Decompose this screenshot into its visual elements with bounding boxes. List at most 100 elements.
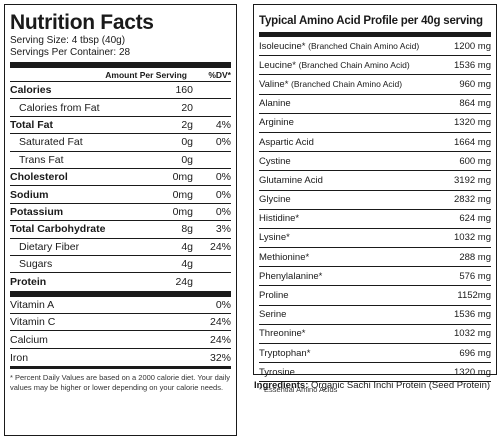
nutrient-daily-value: 0% xyxy=(215,205,231,218)
header-amount-per-serving: Amount Per Serving xyxy=(105,70,187,80)
amino-acid-label: Isoleucine* (Branched Chain Amino Acid) xyxy=(259,41,435,52)
vitamin-row: Iron 32% xyxy=(10,349,231,366)
nutrient-amount: 0mg xyxy=(172,188,193,201)
nutrient-rows: Calories 160 Calories from Fat 20 Total Fat 2… xyxy=(10,82,231,291)
amino-acid-value: 3192 mg xyxy=(454,174,491,186)
amino-acid-value: 288 mg xyxy=(459,251,491,263)
nutrient-label: Total Fat xyxy=(10,118,53,131)
amino-acid-value: 1200 mg xyxy=(454,40,491,52)
amino-acid-row: Cystine 600 mg xyxy=(259,152,491,172)
amino-acid-value: 1536 mg xyxy=(454,309,491,321)
serving-size: Serving Size: 4 tbsp (40g) xyxy=(10,35,126,46)
nutrient-label: Calories xyxy=(10,84,52,97)
amino-acid-label: Phenylalanine* xyxy=(259,271,435,282)
amino-acid-row: Lysine* 1032 mg xyxy=(259,229,491,249)
amino-acid-value: 1152mg xyxy=(457,290,491,302)
servings-per-container: Servings Per Container: 28 xyxy=(10,47,131,58)
amino-acid-name: Phenylalanine* xyxy=(259,270,323,282)
nutrient-amount: 24g xyxy=(175,275,193,288)
nutrient-row: Trans Fat 0g xyxy=(10,152,231,169)
vitamin-daily-value: 24% xyxy=(209,316,231,329)
thick-divider xyxy=(259,32,491,37)
nutrition-facts-panel: Nutrition Facts Serving Size: 4 tbsp (40… xyxy=(4,4,237,436)
amino-acid-row: Tryptophan* 696 mg xyxy=(259,344,491,364)
amino-acid-name: Alanine xyxy=(259,98,291,110)
nutrient-label: Potassium xyxy=(10,205,64,218)
nutrient-row: Calories from Fat 20 xyxy=(10,99,231,117)
amino-acid-row: Histidine* 624 mg xyxy=(259,210,491,229)
amino-acid-name: Serine xyxy=(259,309,287,321)
vitamin-row: Vitamin A 0% xyxy=(10,297,231,315)
nutrient-daily-value: 24% xyxy=(209,240,231,253)
amino-acid-value: 1032 mg xyxy=(454,232,491,244)
amino-acid-row: Glycine 2832 mg xyxy=(259,191,491,210)
vitamin-label: Iron xyxy=(10,351,29,364)
amino-acid-value: 1320 mg xyxy=(454,117,491,129)
amino-acid-label: Arginine xyxy=(259,117,435,128)
amino-acid-value: 600 mg xyxy=(459,155,491,167)
amino-acid-row: Threonine* 1032 mg xyxy=(259,325,491,344)
vitamin-rows: Vitamin A 0% Vitamin C 24% Calcium 24% Iron 32% xyxy=(10,297,231,367)
vitamin-label: Vitamin A xyxy=(10,298,55,311)
amino-acid-name: Valine* xyxy=(259,78,289,90)
amino-acid-note: (Branched Chain Amino Acid) xyxy=(291,78,403,89)
nutrient-daily-value: 4% xyxy=(215,118,231,131)
nutrient-amount: 0g xyxy=(181,136,193,149)
amino-acid-row: Proline 1152mg xyxy=(259,286,491,306)
nutrient-row: Protein 24g xyxy=(10,273,231,290)
amino-acid-title: Typical Amino Acid Profile per 40g servi… xyxy=(259,15,483,27)
amino-acid-name: Lysine* xyxy=(259,232,290,244)
amino-acid-name: Glutamine Acid xyxy=(259,174,323,186)
nutrient-row: Total Fat 2g 4% xyxy=(10,117,231,135)
amino-acid-value: 960 mg xyxy=(459,78,491,90)
vitamin-row: Vitamin C 24% xyxy=(10,314,231,332)
thick-divider xyxy=(10,290,231,297)
nutrient-amount: 0g xyxy=(181,153,193,166)
amino-acid-value: 864 mg xyxy=(459,98,491,110)
vitamin-label: Calcium xyxy=(10,333,48,346)
amino-acid-value: 1536 mg xyxy=(454,59,491,71)
nutrient-daily-value: 3% xyxy=(215,223,231,236)
nutrient-row: Sodium 0mg 0% xyxy=(10,186,231,204)
amino-acid-row: Aspartic Acid 1664 mg xyxy=(259,133,491,153)
amino-acid-label: Tryptophan* xyxy=(259,348,435,359)
amino-acid-row: Phenylalanine* 576 mg xyxy=(259,267,491,287)
amino-acid-name: Threonine* xyxy=(259,328,306,340)
amino-acid-label: Aspartic Acid xyxy=(259,137,435,148)
amino-acid-label: Valine* (Branched Chain Amino Acid) xyxy=(259,79,435,90)
nutrient-daily-value: 0% xyxy=(215,188,231,201)
amino-acid-value: 576 mg xyxy=(459,270,491,282)
amino-acid-rows: Isoleucine* (Branched Chain Amino Acid) 1… xyxy=(259,37,491,383)
amino-acid-name: Leucine* xyxy=(259,59,296,71)
nutrient-label: Sodium xyxy=(10,188,49,201)
amino-acid-panel: Typical Amino Acid Profile per 40g servi… xyxy=(253,4,497,394)
amino-acid-name: Methionine* xyxy=(259,251,310,263)
amino-acid-name: Histidine* xyxy=(259,213,300,225)
vitamin-daily-value: 24% xyxy=(209,333,231,346)
amino-acid-row: Tyrosine 1320 mg xyxy=(259,363,491,383)
header-daily-value: %DV* xyxy=(208,70,231,80)
nutrient-amount: 4g xyxy=(181,258,193,271)
nutrient-row: Calories 160 xyxy=(10,82,231,100)
nutrient-amount: 2g xyxy=(181,118,193,131)
amino-acid-name: Cystine xyxy=(259,155,291,167)
amino-acid-label: Threonine* xyxy=(259,328,435,339)
nutrient-amount: 20 xyxy=(181,101,193,114)
amino-acid-label: Cystine xyxy=(259,156,435,167)
amino-acid-value: 1320 mg xyxy=(454,366,491,378)
amino-acid-name: Glycine xyxy=(259,194,291,206)
nutrition-facts-title: Nutrition Facts xyxy=(10,11,154,34)
amino-acid-name: Arginine xyxy=(259,117,294,129)
nutrient-label: Cholesterol xyxy=(10,171,68,184)
thick-divider xyxy=(10,62,231,68)
nutrient-amount: 0mg xyxy=(172,171,193,184)
nutrient-amount: 8g xyxy=(181,223,193,236)
nutrient-amount: 160 xyxy=(175,84,193,97)
amino-acid-value: 1032 mg xyxy=(454,328,491,340)
amino-acid-label: Tyrosine xyxy=(259,367,435,378)
amino-acid-label: Lysine* xyxy=(259,232,435,243)
amino-acid-name: Aspartic Acid xyxy=(259,136,314,148)
nutrient-row: Total Carbohydrate 8g 3% xyxy=(10,221,231,239)
amino-acid-label: Alanine xyxy=(259,98,435,109)
amino-acid-note: (Branched Chain Amino Acid) xyxy=(308,40,420,51)
